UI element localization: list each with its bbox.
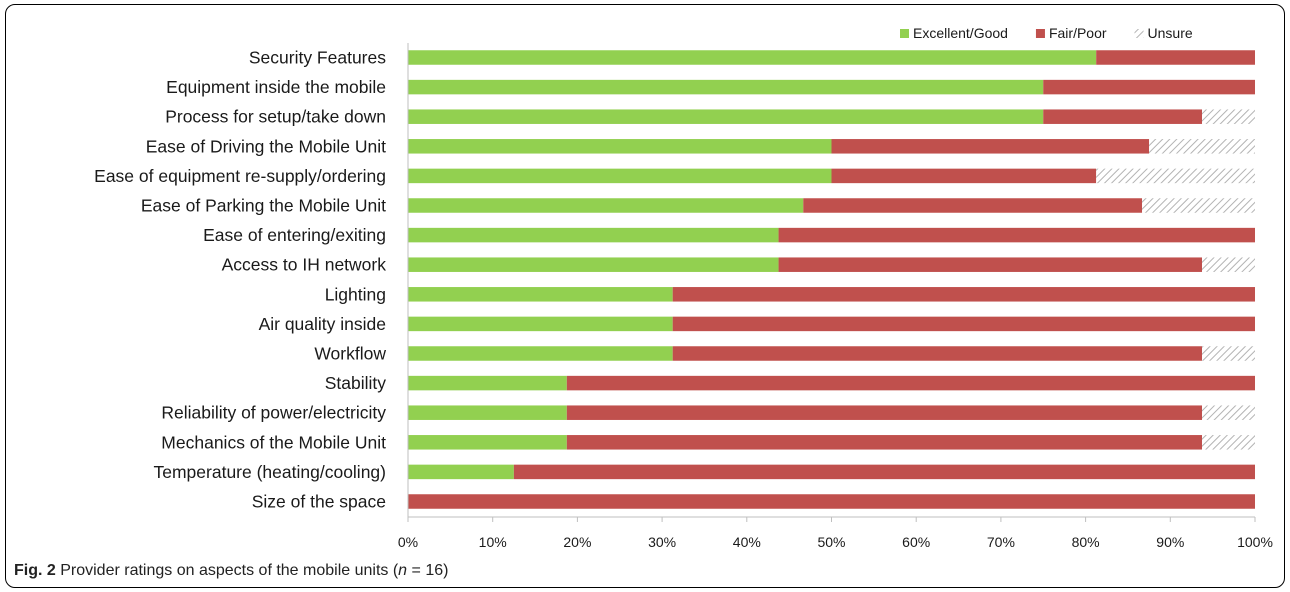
caption-text-before: Provider ratings on aspects of the mobil… xyxy=(55,562,399,579)
x-tick-label: 40% xyxy=(733,534,761,550)
legend-swatch-unsure xyxy=(1134,29,1144,38)
bar-unsure-access-to-ih-network xyxy=(1202,257,1255,272)
category-label-ease-of-parking-the-mobile-unit: Ease of Parking the Mobile Unit xyxy=(141,196,386,216)
figure-frame xyxy=(5,4,1285,588)
x-tick-label: 20% xyxy=(563,534,591,550)
legend: Excellent/Good Fair/Poor Unsure xyxy=(900,25,1193,41)
bar-excellent-good-workflow xyxy=(408,346,673,361)
category-label-ease-of-equipment-re-supply-ordering: Ease of equipment re-supply/ordering xyxy=(94,166,386,186)
bar-fair-poor-ease-of-driving-the-mobile-unit xyxy=(831,139,1150,154)
bar-fair-poor-ease-of-entering-exiting xyxy=(778,227,1255,243)
bars-layer xyxy=(408,50,1255,509)
bar-excellent-good-air-quality-inside xyxy=(408,316,673,332)
bar-fair-poor-security-features xyxy=(1096,50,1255,65)
caption-text-after: = 16) xyxy=(407,562,449,579)
category-label-workflow: Workflow xyxy=(314,344,386,364)
category-label-size-of-the-space: Size of the space xyxy=(252,492,386,512)
bar-fair-poor-size-of-the-space xyxy=(408,494,1255,509)
figure-caption: Fig. 2 Provider ratings on aspects of th… xyxy=(14,562,448,580)
category-label-temperature-heating-cooling: Temperature (heating/cooling) xyxy=(154,462,387,482)
bar-excellent-good-process-for-setup-take-down xyxy=(408,109,1044,124)
category-label-reliability-of-power-electricity: Reliability of power/electricity xyxy=(161,403,386,423)
bar-unsure-process-for-setup-take-down xyxy=(1202,109,1255,124)
legend-label-fair-poor: Fair/Poor xyxy=(1049,25,1107,41)
x-tick-label: 60% xyxy=(902,534,930,550)
bar-fair-poor-air-quality-inside xyxy=(672,316,1255,332)
bar-excellent-good-reliability-of-power-electricity xyxy=(408,405,567,420)
category-label-equipment-inside-the-mobile: Equipment inside the mobile xyxy=(166,77,386,97)
category-label-air-quality-inside: Air quality inside xyxy=(259,314,386,334)
bar-fair-poor-lighting xyxy=(672,287,1255,302)
bar-fair-poor-stability xyxy=(566,375,1255,391)
bar-excellent-good-temperature-heating-cooling xyxy=(408,464,514,480)
bar-fair-poor-equipment-inside-the-mobile xyxy=(1043,79,1255,95)
bar-unsure-ease-of-driving-the-mobile-unit xyxy=(1149,139,1255,154)
bar-excellent-good-ease-of-parking-the-mobile-unit xyxy=(408,198,804,213)
bar-fair-poor-process-for-setup-take-down xyxy=(1043,109,1203,124)
legend-swatch-fair-poor xyxy=(1035,29,1045,38)
category-label-lighting: Lighting xyxy=(325,284,386,304)
x-tick-label: 90% xyxy=(1156,534,1184,550)
category-label-ease-of-driving-the-mobile-unit: Ease of Driving the Mobile Unit xyxy=(146,136,386,156)
category-label-stability: Stability xyxy=(325,373,387,393)
bar-fair-poor-workflow xyxy=(672,346,1203,361)
category-label-process-for-setup-take-down: Process for setup/take down xyxy=(165,107,386,127)
bar-fair-poor-mechanics-of-the-mobile-unit xyxy=(566,435,1203,450)
bar-excellent-good-equipment-inside-the-mobile xyxy=(408,79,1044,95)
bar-fair-poor-ease-of-equipment-re-supply-ordering xyxy=(831,168,1097,184)
bar-fair-poor-temperature-heating-cooling xyxy=(513,464,1255,480)
category-label-access-to-ih-network: Access to IH network xyxy=(222,255,387,275)
category-labels: Security Features Equipment inside the mo… xyxy=(94,48,386,512)
bar-fair-poor-ease-of-parking-the-mobile-unit xyxy=(803,198,1143,213)
bar-unsure-ease-of-equipment-re-supply-ordering xyxy=(1096,168,1255,184)
bar-unsure-workflow xyxy=(1202,346,1255,361)
bar-excellent-good-stability xyxy=(408,375,567,391)
x-tick-label: 100% xyxy=(1237,534,1273,550)
legend-label-unsure: Unsure xyxy=(1148,25,1193,41)
bar-excellent-good-access-to-ih-network xyxy=(408,257,779,272)
x-tick-label: 70% xyxy=(987,534,1015,550)
category-label-mechanics-of-the-mobile-unit: Mechanics of the Mobile Unit xyxy=(161,432,386,452)
caption-n-symbol: n xyxy=(398,562,408,579)
x-tick-label: 80% xyxy=(1072,534,1100,550)
bar-excellent-good-mechanics-of-the-mobile-unit xyxy=(408,435,567,450)
category-label-ease-of-entering-exiting: Ease of entering/exiting xyxy=(203,225,386,245)
legend-label-excellent-good: Excellent/Good xyxy=(913,25,1008,41)
x-tick-label: 30% xyxy=(648,534,676,550)
caption-fig-label: Fig. 2 xyxy=(14,562,56,579)
legend-swatch-excellent-good xyxy=(900,29,909,38)
category-label-security-features: Security Features xyxy=(249,48,386,68)
x-tick-label: 10% xyxy=(479,534,507,550)
bar-unsure-mechanics-of-the-mobile-unit xyxy=(1202,435,1255,450)
x-tick-label: 50% xyxy=(817,534,845,550)
bar-excellent-good-ease-of-entering-exiting xyxy=(408,227,779,243)
bar-unsure-reliability-of-power-electricity xyxy=(1202,405,1255,420)
bar-fair-poor-access-to-ih-network xyxy=(778,257,1203,272)
bar-fair-poor-reliability-of-power-electricity xyxy=(566,405,1203,420)
bar-excellent-good-security-features xyxy=(408,50,1097,65)
bar-excellent-good-ease-of-equipment-re-supply-ordering xyxy=(408,168,832,184)
bar-excellent-good-ease-of-driving-the-mobile-unit xyxy=(408,139,832,154)
bar-excellent-good-lighting xyxy=(408,287,673,302)
bar-unsure-ease-of-parking-the-mobile-unit xyxy=(1142,198,1255,213)
x-tick-label: 0% xyxy=(398,534,418,550)
x-axis: 0% 10% 20% 30% 40% 50% 60% 70% 80% 90% 100% xyxy=(398,43,1273,550)
